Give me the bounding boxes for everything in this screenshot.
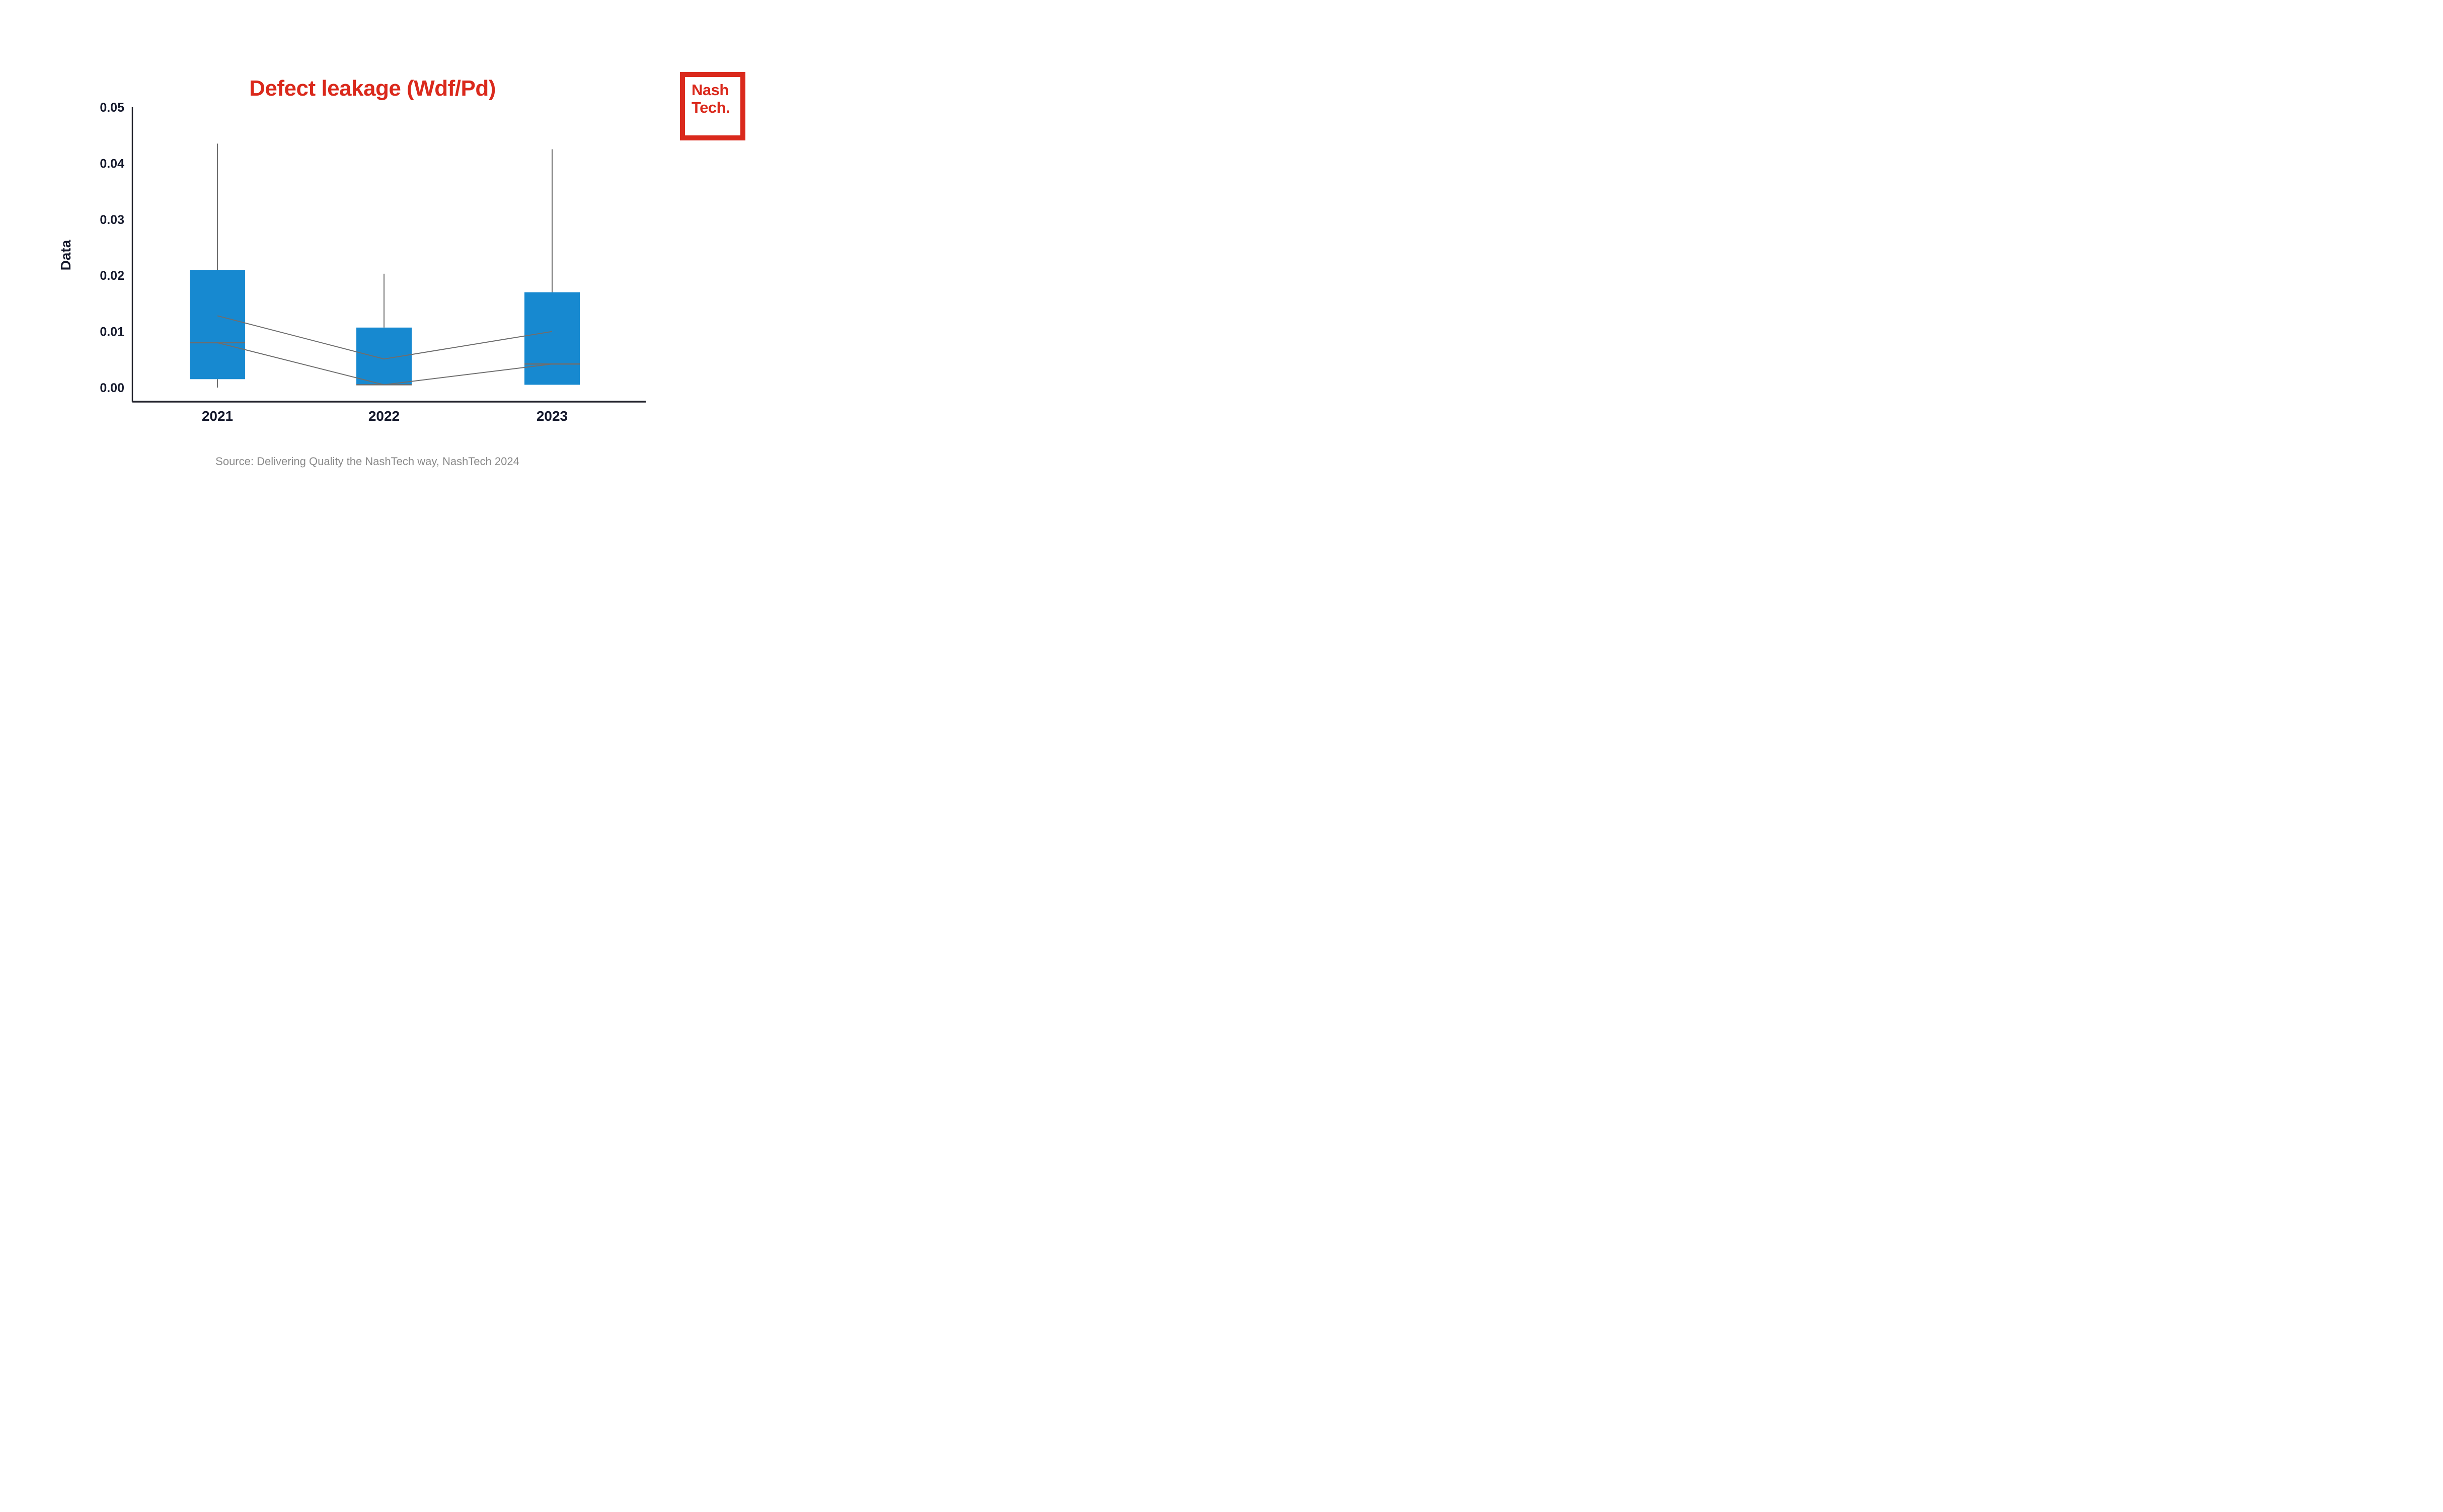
y-tick-label-0.04: 0.04 [100, 157, 124, 171]
x-tick-label-2022: 2022 [368, 408, 400, 424]
mean-connector-line [217, 315, 553, 360]
y-tick-label-0.05: 0.05 [100, 101, 124, 115]
x-tick-label-2021: 2021 [202, 408, 233, 424]
y-axis-title: Data [58, 240, 73, 270]
nashtech-logo-text: Nash Tech. [692, 81, 740, 116]
box-2021[interactable] [190, 270, 245, 380]
nashtech-logo-line1: Nash [692, 81, 729, 99]
y-tick-label-0.03: 0.03 [100, 213, 124, 227]
page-title: Defect leakage (Wdf/Pd) [249, 76, 496, 101]
boxplot-chart: 0.00 0.01 0.02 0.03 0.04 0.05 2021 2022 2023 Data [58, 101, 646, 424]
nashtech-logo: Nash Tech. [680, 72, 745, 140]
y-tick-label-0.00: 0.00 [100, 381, 124, 395]
median-connector-line [217, 342, 553, 386]
box-2023[interactable] [524, 292, 580, 385]
nashtech-logo-line2: Tech. [692, 99, 730, 116]
y-tick-label-0.02: 0.02 [100, 269, 124, 283]
y-tick-label-0.01: 0.01 [100, 325, 124, 339]
source-note: Source: Delivering Quality the NashTech … [215, 455, 519, 468]
x-tick-label-2023: 2023 [537, 408, 568, 424]
